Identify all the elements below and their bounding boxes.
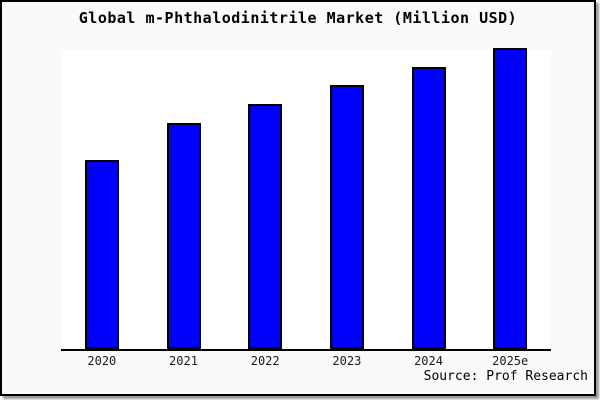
chart-title: Global m-Phthalodinitrile Market (Millio… xyxy=(78,9,518,27)
x-axis-ticks: 2020 2021 2022 2023 2024 2025e xyxy=(61,354,551,368)
x-tick-2021: 2021 xyxy=(169,354,198,368)
bar-2020 xyxy=(84,160,119,349)
bar-slot-2020 xyxy=(61,50,143,349)
bars xyxy=(61,48,551,349)
x-tick-2025e: 2025e xyxy=(492,354,529,368)
bar-2021 xyxy=(166,123,201,349)
x-tick-2020: 2020 xyxy=(87,354,117,368)
bar-slot-2021 xyxy=(143,50,225,349)
x-tick-2022: 2022 xyxy=(250,354,280,368)
x-tick-2024: 2024 xyxy=(414,354,443,368)
source-note: Source: Prof Research xyxy=(423,369,588,384)
bar-slot-2024 xyxy=(388,50,470,349)
bar-2025e xyxy=(493,48,528,349)
bar-slot-2022 xyxy=(224,50,306,349)
x-tick-2023: 2023 xyxy=(332,354,362,368)
bar-2024 xyxy=(411,67,446,349)
bar-2023 xyxy=(329,85,364,349)
bar-2022 xyxy=(248,104,283,349)
bar-slot-2023 xyxy=(306,50,388,349)
plot-area xyxy=(61,48,551,351)
bar-slot-2025e xyxy=(469,48,551,349)
